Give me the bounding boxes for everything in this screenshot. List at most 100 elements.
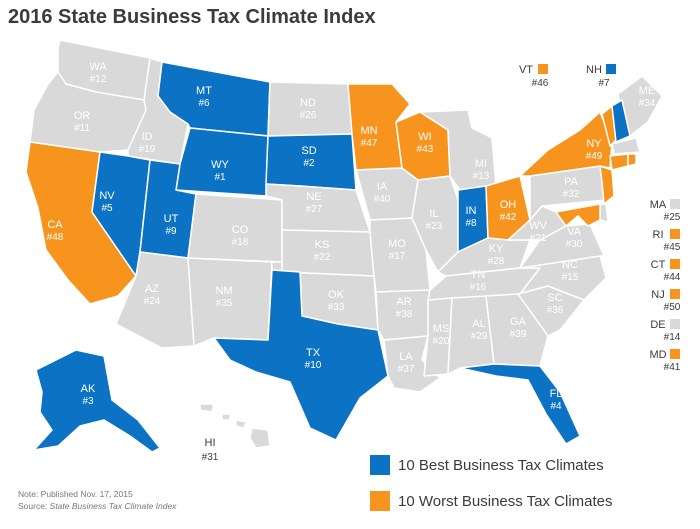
rank-ut: #9 bbox=[165, 226, 177, 237]
label-wv: WV bbox=[529, 220, 547, 232]
label-sd: SD bbox=[301, 145, 316, 157]
publish-note: Note: Published Nov. 17, 2015 bbox=[18, 489, 133, 499]
source-note: Note: Published Nov. 17, 2015 Source: St… bbox=[18, 488, 176, 512]
rank-tx: #10 bbox=[305, 360, 322, 371]
rank-ak: #3 bbox=[82, 396, 94, 407]
state-hi-1 bbox=[199, 403, 215, 413]
state-de bbox=[599, 203, 609, 223]
rank-ky: #28 bbox=[488, 256, 505, 267]
label-ne: NE bbox=[306, 191, 321, 203]
legend-swatch-best bbox=[370, 455, 390, 475]
label-mt: MT bbox=[196, 85, 212, 97]
rank-la: #37 bbox=[398, 364, 415, 375]
label-pa: PA bbox=[564, 176, 579, 188]
rank-co: #18 bbox=[232, 237, 249, 248]
rank-sd: #2 bbox=[303, 158, 315, 169]
callout-rank-md: #41 bbox=[664, 362, 681, 373]
callout-rank-vt: #46 bbox=[532, 78, 549, 89]
rank-ia: #40 bbox=[374, 194, 391, 205]
callout-label-vt: VT bbox=[519, 64, 533, 76]
label-ca: CA bbox=[47, 219, 63, 231]
rank-wa: #12 bbox=[90, 74, 107, 85]
callout-rank-nj: #50 bbox=[664, 302, 681, 313]
state-nd bbox=[267, 81, 353, 137]
label-hi: HI bbox=[205, 437, 216, 449]
label-co: CO bbox=[232, 224, 249, 236]
rank-ms: #20 bbox=[433, 336, 450, 347]
label-ak: AK bbox=[81, 383, 96, 395]
label-il: IL bbox=[429, 208, 438, 220]
label-mi: MI bbox=[475, 158, 487, 170]
rank-va: #30 bbox=[566, 239, 583, 250]
callout-label-ri: RI bbox=[653, 229, 664, 241]
callout-swatch-ri bbox=[670, 229, 680, 239]
legend-item-worst: 10 Worst Business Tax Climates bbox=[370, 487, 613, 515]
rank-tn: #16 bbox=[470, 282, 487, 293]
label-mo: MO bbox=[388, 238, 406, 250]
label-mn: MN bbox=[360, 125, 377, 137]
state-ga bbox=[485, 293, 549, 367]
state-nh bbox=[611, 99, 631, 143]
label-wa: WA bbox=[89, 61, 107, 73]
rank-nv: #5 bbox=[101, 203, 113, 214]
source-line: Source: State Business Tax Climate Index bbox=[18, 500, 176, 512]
rank-mo: #17 bbox=[389, 251, 406, 262]
rank-pa: #32 bbox=[563, 189, 580, 200]
label-ny: NY bbox=[586, 138, 602, 150]
state-ma bbox=[611, 137, 641, 155]
rank-mi: #13 bbox=[473, 171, 490, 182]
label-ar: AR bbox=[396, 296, 411, 308]
callout-rank-ri: #45 bbox=[664, 242, 681, 253]
state-ct bbox=[609, 153, 629, 171]
callout-rank-ct: #44 bbox=[664, 272, 681, 283]
state-hi-4 bbox=[249, 427, 271, 449]
rank-id: #19 bbox=[139, 144, 156, 155]
state-ak bbox=[33, 349, 161, 453]
state-ri bbox=[627, 153, 637, 167]
rank-al: #29 bbox=[471, 331, 488, 342]
rank-ks: #22 bbox=[314, 252, 331, 263]
label-ia: IA bbox=[377, 181, 388, 193]
label-al: AL bbox=[472, 318, 485, 330]
state-fl bbox=[459, 363, 581, 445]
source-name: State Business Tax Climate Index bbox=[49, 501, 177, 511]
rank-in: #8 bbox=[465, 218, 477, 229]
callout-label-md: MD bbox=[649, 349, 666, 361]
rank-mt: #6 bbox=[198, 98, 210, 109]
callout-label-nh: NH bbox=[586, 64, 602, 76]
rank-mn: #47 bbox=[361, 138, 378, 149]
callout-swatch-nj bbox=[670, 289, 680, 299]
rank-wi: #43 bbox=[417, 144, 434, 155]
rank-ga: #39 bbox=[510, 329, 527, 340]
label-nv: NV bbox=[99, 190, 115, 202]
rank-ar: #38 bbox=[396, 309, 413, 320]
label-az: AZ bbox=[145, 283, 159, 295]
state-hi-3 bbox=[235, 419, 247, 429]
rank-ca: #48 bbox=[47, 232, 64, 243]
callout-swatch-vt bbox=[538, 64, 548, 74]
label-wy: WY bbox=[211, 159, 229, 171]
label-ks: KS bbox=[315, 239, 330, 251]
label-id: ID bbox=[142, 131, 153, 143]
label-wi: WI bbox=[418, 131, 431, 143]
callout-label-de: DE bbox=[650, 319, 665, 331]
rank-hi: #31 bbox=[202, 452, 219, 463]
callout-label-ct: CT bbox=[651, 259, 666, 271]
rank-nm: #35 bbox=[216, 298, 233, 309]
rank-ne: #27 bbox=[306, 204, 323, 215]
callout-rank-de: #14 bbox=[664, 332, 681, 343]
state-nc bbox=[517, 255, 607, 301]
callout-swatch-de bbox=[670, 319, 680, 329]
rank-or: #11 bbox=[74, 123, 90, 134]
rank-az: #24 bbox=[144, 296, 161, 307]
label-nd: ND bbox=[300, 97, 316, 109]
label-in: IN bbox=[466, 205, 477, 217]
state-tx bbox=[213, 269, 389, 441]
callout-label-nj: NJ bbox=[651, 289, 664, 301]
map-legend: 10 Best Business Tax Climates 10 Worst B… bbox=[370, 451, 613, 523]
state-shapes bbox=[25, 39, 663, 453]
label-ok: OK bbox=[328, 289, 345, 301]
rank-fl: #4 bbox=[550, 401, 562, 412]
rank-me: #34 bbox=[639, 98, 656, 109]
map-title: 2016 State Business Tax Climate Index bbox=[8, 6, 376, 28]
